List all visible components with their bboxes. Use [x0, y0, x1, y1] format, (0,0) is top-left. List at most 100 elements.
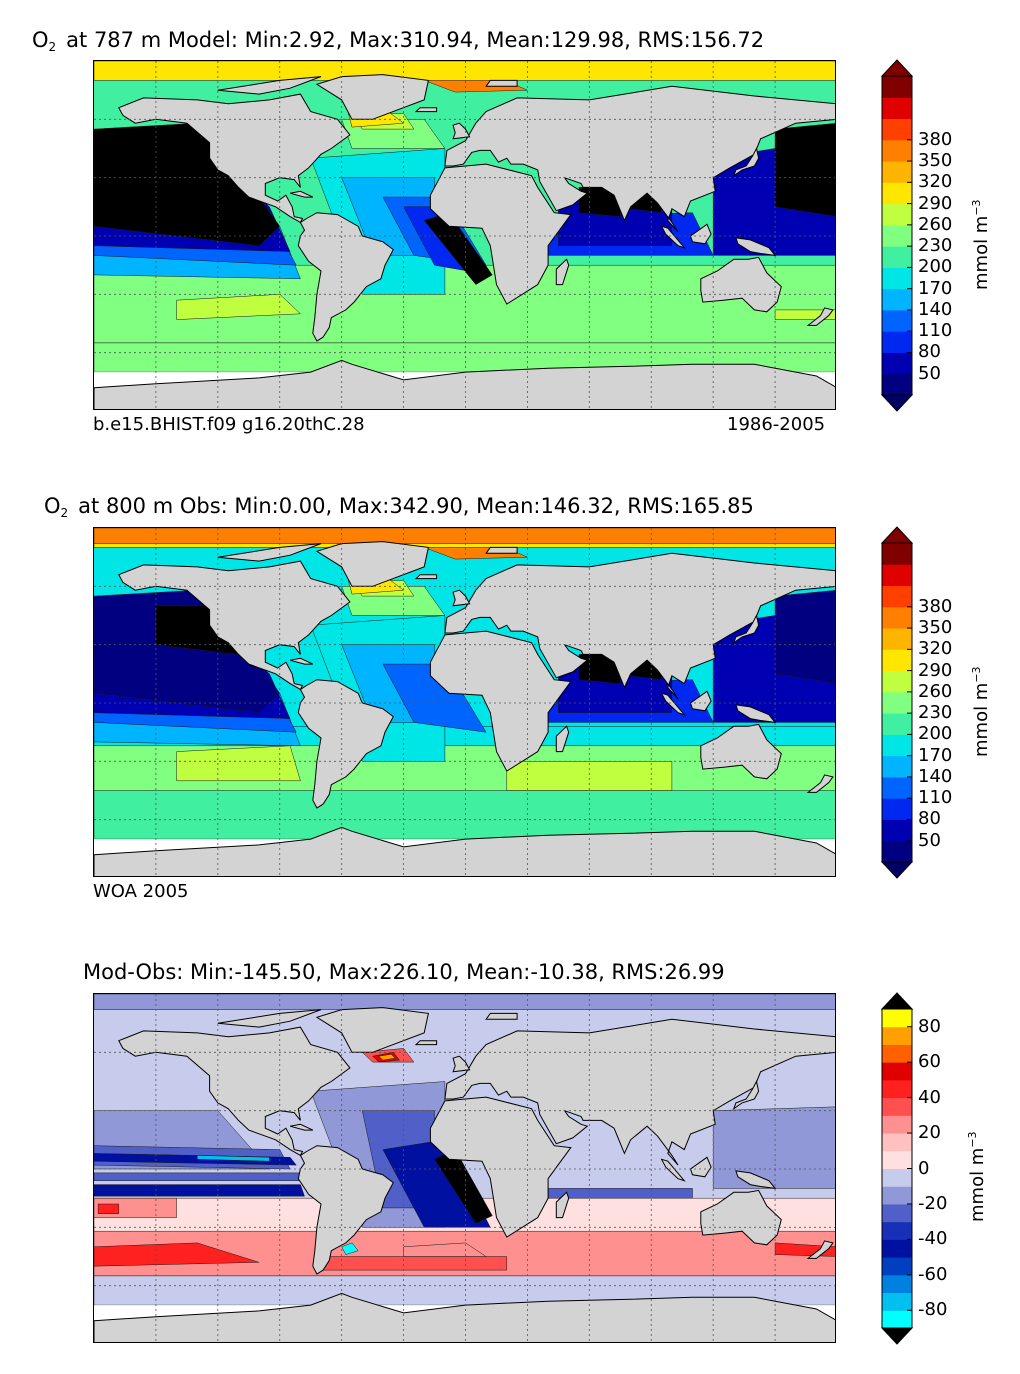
land-cuba — [289, 657, 314, 665]
contour-band — [97, 1203, 120, 1214]
land-namerica — [118, 93, 351, 224]
colorbar-tick-label: 50 — [918, 362, 941, 384]
land-samerica — [297, 1145, 394, 1275]
colorbar-segment — [882, 1292, 912, 1311]
contour-band — [378, 1054, 396, 1061]
colorbar-segment — [882, 118, 912, 141]
map-plot — [93, 993, 836, 1343]
land-borneo — [689, 1156, 712, 1178]
colorbar-tick-label: 140 — [918, 765, 953, 787]
land-eurasia — [444, 85, 835, 233]
contour-band — [176, 745, 301, 782]
land-australia — [700, 723, 782, 780]
land-svalbard — [485, 546, 518, 554]
colorbar-segment — [882, 331, 912, 353]
colorbar-extend-low — [880, 1327, 914, 1345]
colorbar-segment — [882, 182, 912, 205]
colorbar-segment — [882, 288, 912, 311]
land-eurasia — [444, 1018, 835, 1166]
land-samerica — [297, 212, 394, 342]
colorbar-tick-label: 230 — [918, 702, 953, 724]
colorbar-segment — [882, 1044, 912, 1063]
land-africa — [429, 1096, 572, 1238]
land-nz — [806, 774, 834, 793]
land-eurasia — [444, 552, 835, 700]
land-greenland — [315, 541, 430, 587]
colorbar-segment — [882, 734, 912, 757]
land-japan — [732, 147, 760, 178]
colorbar-extend-low — [880, 861, 914, 879]
colorbar-segment — [882, 1257, 912, 1276]
colorbar-segment — [882, 564, 912, 587]
contour-band — [774, 590, 835, 684]
colorbar-segment — [882, 352, 912, 375]
map-plot — [93, 60, 836, 410]
land-svalbard — [485, 79, 518, 87]
colorbar-segment — [882, 1062, 912, 1081]
colorbar-segment — [882, 1203, 912, 1223]
colorbar-segment — [882, 1133, 912, 1152]
colorbar-tick-label: 290 — [918, 659, 953, 681]
colorbar — [880, 992, 914, 1345]
colorbar-tick-label: 0 — [918, 1157, 930, 1179]
contour-band — [176, 294, 301, 320]
colorbar-segment — [882, 776, 912, 799]
graticule — [94, 994, 835, 1342]
colorbar-svg — [880, 59, 914, 412]
colorbar-segment — [882, 649, 912, 672]
land-nz — [806, 307, 834, 326]
land-greenland — [315, 74, 430, 120]
land-africa — [429, 163, 572, 305]
colorbar-segment — [882, 1310, 912, 1329]
colorbar-segment — [882, 543, 912, 565]
colorbar-tick-label: 80 — [918, 341, 941, 363]
land-nz — [806, 1240, 834, 1259]
colorbar-unit-label: mmol m−3 — [966, 1131, 988, 1222]
land-samerica — [297, 679, 394, 809]
land-namerica — [118, 560, 351, 691]
colorbar-segment — [882, 267, 912, 290]
colorbar-tick-label: 320 — [918, 638, 953, 660]
colorbar-extend-low — [880, 394, 914, 412]
colorbar-tick-label: 290 — [918, 192, 953, 214]
colorbar-segment — [882, 224, 912, 247]
colorbar-tick-label: -40 — [918, 1228, 948, 1250]
land-uk — [452, 1055, 471, 1073]
colorbar-tick-label: 50 — [918, 829, 941, 851]
colorbar-tick-label: 170 — [918, 277, 953, 299]
colorbar-segment — [882, 1239, 912, 1258]
map-svg — [94, 528, 835, 876]
colorbar-tick-label: 110 — [918, 320, 953, 342]
colorbar-tick-label: 80 — [918, 1015, 941, 1037]
land-madagascar — [555, 1191, 570, 1219]
colorbar-tick-label: 230 — [918, 235, 953, 257]
colorbar-tick-label: 260 — [918, 680, 953, 702]
land-iceland — [414, 574, 438, 580]
colorbar-tick-label: 60 — [918, 1051, 941, 1073]
contour-band — [403, 1242, 487, 1257]
colorbar-svg — [880, 526, 914, 879]
contour-band — [341, 1242, 359, 1255]
panel-title: O2 at 800 m Obs: Min:0.00, Max:342.90, Me… — [44, 494, 754, 520]
colorbar-segment — [882, 713, 912, 735]
colorbar-segment — [882, 1274, 912, 1294]
contour-band — [94, 264, 835, 344]
colorbar-segment — [882, 309, 912, 332]
colorbar-tick-label: 320 — [918, 171, 953, 193]
land-borneo — [689, 690, 712, 712]
colorbar-segment — [882, 755, 912, 778]
colorbar-segment — [882, 1079, 912, 1099]
footer-left-label: WOA 2005 — [93, 881, 189, 902]
colorbar-segment — [882, 819, 912, 842]
colorbar-tick-label: 20 — [918, 1122, 941, 1144]
colorbar-segment — [882, 203, 912, 226]
colorbar-segment — [882, 97, 912, 120]
colorbar-extend-high — [880, 59, 914, 77]
contour-band — [94, 1172, 301, 1181]
land-arcticislands — [217, 76, 322, 95]
land-cuba — [289, 190, 314, 198]
contour-band — [712, 1106, 835, 1189]
colorbar-tick-label: 380 — [918, 128, 953, 150]
colorbar-tick-label: -80 — [918, 1299, 948, 1321]
footer-left-label: b.e15.BHIST.f09 g16.20thC.28 — [93, 414, 365, 435]
